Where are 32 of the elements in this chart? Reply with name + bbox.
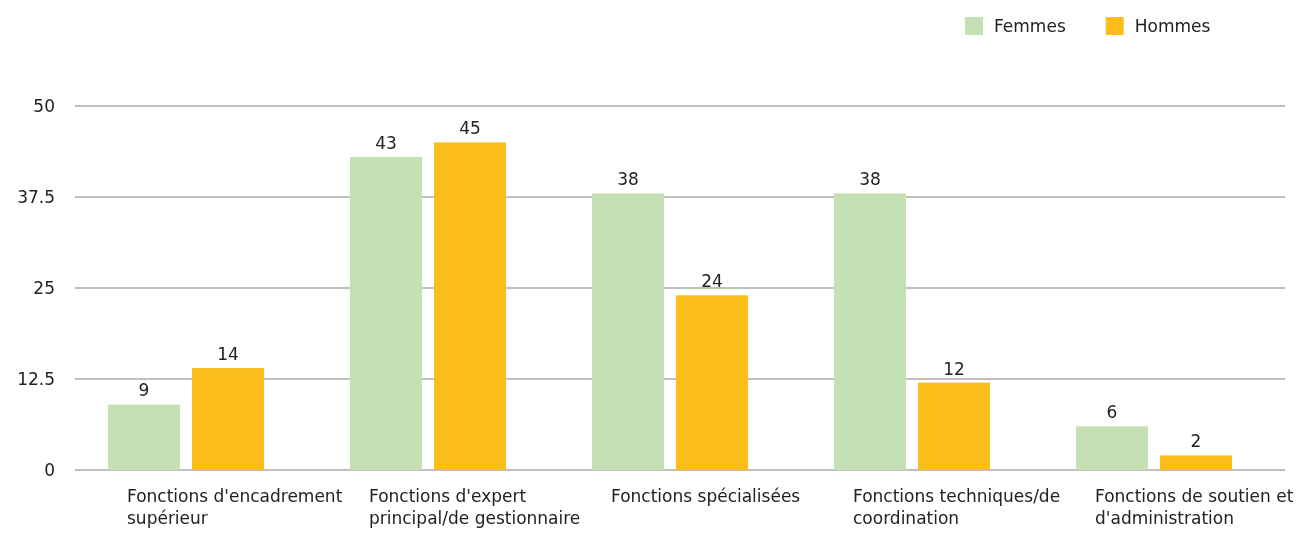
data-label: 24 xyxy=(701,271,723,292)
bar xyxy=(192,368,264,470)
data-label: 2 xyxy=(1190,431,1202,452)
data-label: 38 xyxy=(859,169,881,190)
data-label: 43 xyxy=(375,132,397,153)
bar xyxy=(108,404,180,470)
y-tick-label: 50 xyxy=(33,95,55,116)
x-tick-label: Fonctions spécialisées xyxy=(611,486,801,506)
bar xyxy=(592,193,664,470)
bar xyxy=(350,156,422,470)
data-label: 12 xyxy=(943,358,965,379)
y-tick-label: 12.5 xyxy=(17,368,55,389)
bar xyxy=(1160,455,1232,470)
bar xyxy=(434,142,506,470)
legend-label: Femmes xyxy=(994,16,1066,36)
data-label: 14 xyxy=(217,344,239,365)
bar xyxy=(676,295,748,470)
y-tick-label: 37.5 xyxy=(17,186,55,207)
y-tick-label: 0 xyxy=(44,459,55,480)
data-label: 6 xyxy=(1106,402,1118,423)
x-tick-label: Fonctions de soutien et d'administration xyxy=(1095,486,1294,528)
data-label: 45 xyxy=(459,118,481,139)
legend-label: Hommes xyxy=(1134,16,1211,36)
y-tick-label: 25 xyxy=(33,277,55,298)
x-tick-label: Fonctions techniques/de coordination xyxy=(853,486,1061,528)
x-tick-label: Fonctions d'encadrement supérieur xyxy=(127,486,343,528)
data-label: 38 xyxy=(617,169,639,190)
x-tick-label: Fonctions d'expert principal/de gestionnaire xyxy=(369,486,581,528)
bar xyxy=(834,193,906,470)
data-label: 9 xyxy=(138,380,150,401)
bar xyxy=(1076,426,1148,470)
bar xyxy=(918,382,990,470)
